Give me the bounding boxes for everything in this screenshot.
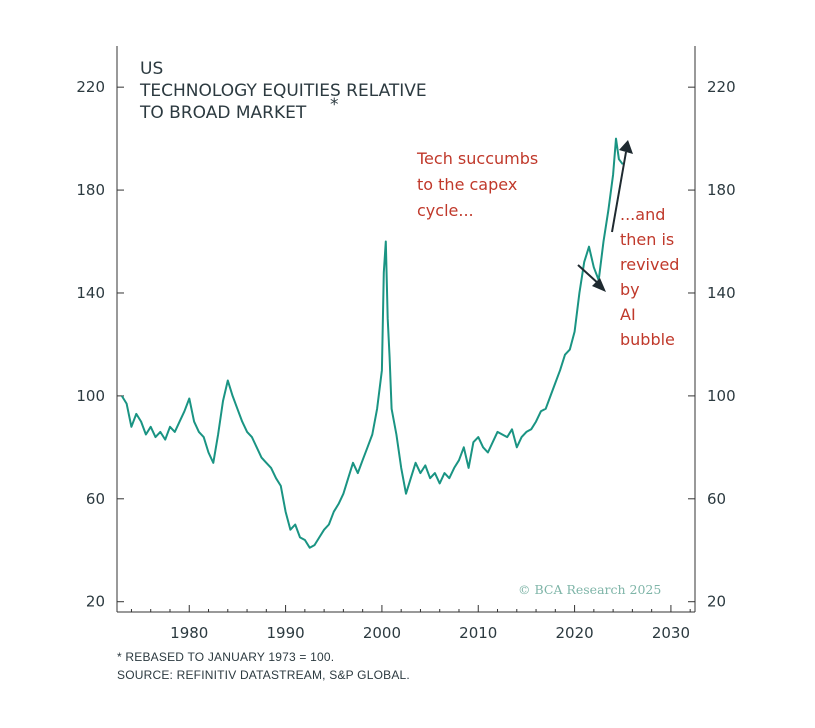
y-tick-label-left: 140	[76, 284, 105, 302]
title-footnote-marker: *	[330, 95, 339, 115]
y-tick-label-right: 180	[707, 181, 736, 199]
x-tick-label: 2010	[459, 624, 497, 642]
y-tick-label-right: 60	[707, 490, 726, 508]
annotation-capex: Tech succumbs to the capex cycle...	[416, 149, 538, 220]
series-line	[120, 137, 624, 549]
axis-ticks	[117, 86, 695, 612]
y-tick-label-right: 220	[707, 78, 736, 96]
arrow-up-shaft	[611, 151, 627, 233]
arrow-down-head	[592, 278, 606, 292]
series-layer	[120, 137, 624, 549]
annotation-ai-line-1: ...and	[620, 205, 665, 224]
y-tick-label-left: 180	[76, 181, 105, 199]
annotation-capex-line-2: to the capex	[417, 175, 517, 194]
y-tick-label-right: 20	[707, 593, 726, 611]
y-tick-label-left: 100	[76, 387, 105, 405]
annotation-capex-line-3: cycle...	[417, 201, 474, 220]
y-tick-label-right: 140	[707, 284, 736, 302]
annotation-ai-line-3: revived	[620, 255, 679, 274]
footnote-rebased: * REBASED TO JANUARY 1973 = 100.	[117, 650, 335, 664]
annotation-arrows	[577, 140, 633, 292]
annotation-ai-line-6: bubble	[620, 330, 675, 349]
title-line-2: TECHNOLOGY EQUITIES RELATIVE	[139, 81, 427, 101]
title-line-3: TO BROAD MARKET	[139, 103, 307, 123]
x-tick-label: 2030	[652, 624, 690, 642]
x-tick-label: 1980	[170, 624, 208, 642]
chart-title: US TECHNOLOGY EQUITIES RELATIVE TO BROAD…	[139, 59, 427, 123]
annotation-ai-line-2: then is	[620, 230, 674, 249]
x-tick-label: 2000	[363, 624, 401, 642]
x-tick-label: 1990	[266, 624, 304, 642]
annotation-ai-line-5: AI	[620, 305, 636, 324]
arrow-up-head	[619, 140, 633, 154]
arrow-down-shaft	[577, 264, 601, 286]
y-tick-label-right: 100	[707, 387, 736, 405]
y-tick-label-left: 220	[76, 78, 105, 96]
x-tick-label: 2020	[555, 624, 593, 642]
footnote-source: SOURCE: REFINITIV DATASTREAM, S&P GLOBAL…	[117, 668, 410, 682]
y-tick-label-left: 60	[86, 490, 105, 508]
title-line-1: US	[140, 59, 163, 79]
y-tick-label-left: 20	[86, 593, 105, 611]
annotation-ai: ...and then is revived by AI bubble	[620, 205, 679, 349]
annotation-capex-line-1: Tech succumbs	[416, 149, 538, 168]
annotation-ai-line-4: by	[620, 280, 640, 299]
watermark: © BCA Research 2025	[518, 582, 661, 597]
plot-frame	[116, 46, 696, 613]
